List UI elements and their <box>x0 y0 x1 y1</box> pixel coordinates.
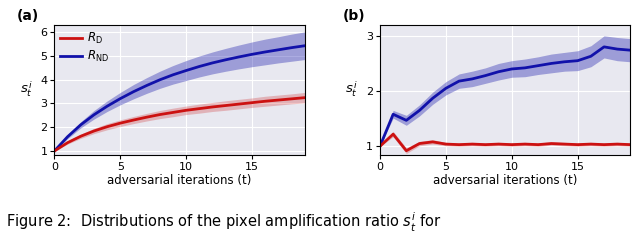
$R_{\mathrm{ND}}$ <box>481 74 489 77</box>
$R_{\mathrm{ND}}$ <box>156 78 164 81</box>
Line: $R_{\mathrm{ND}}$: $R_{\mathrm{ND}}$ <box>380 47 630 146</box>
Y-axis label: $s_t^{\,i}$: $s_t^{\,i}$ <box>20 80 33 99</box>
Line: $R_{\mathrm{D}}$: $R_{\mathrm{D}}$ <box>54 98 305 151</box>
$R_{\mathrm{ND}}$ <box>90 113 98 116</box>
$R_{\mathrm{D}}$ <box>143 116 150 119</box>
$R_{\mathrm{D}}$ <box>288 97 296 100</box>
$R_{\mathrm{D}}$ <box>90 130 98 132</box>
$R_{\mathrm{ND}}$ <box>508 67 516 70</box>
$R_{\mathrm{D}}$ <box>116 122 124 125</box>
$R_{\mathrm{ND}}$ <box>182 69 190 72</box>
Text: Figure 2:  Distributions of the pixel amplification ratio $s_t^i$ for: Figure 2: Distributions of the pixel amp… <box>6 211 442 234</box>
$R_{\mathrm{ND}}$ <box>547 62 555 65</box>
$R_{\mathrm{ND}}$ <box>248 53 256 56</box>
$R_{\mathrm{ND}}$ <box>442 87 450 90</box>
$R_{\mathrm{ND}}$ <box>103 105 111 108</box>
$R_{\mathrm{D}}$ <box>442 143 450 146</box>
$R_{\mathrm{D}}$ <box>468 143 476 146</box>
$R_{\mathrm{ND}}$ <box>288 46 296 49</box>
$R_{\mathrm{D}}$ <box>376 145 384 148</box>
$R_{\mathrm{D}}$ <box>547 142 555 145</box>
$R_{\mathrm{D}}$ <box>521 143 529 146</box>
$R_{\mathrm{D}}$ <box>403 149 410 152</box>
$R_{\mathrm{D}}$ <box>301 96 308 99</box>
$R_{\mathrm{ND}}$ <box>301 44 308 47</box>
$R_{\mathrm{D}}$ <box>508 143 516 146</box>
$R_{\mathrm{ND}}$ <box>587 55 595 58</box>
$R_{\mathrm{D}}$ <box>481 143 489 146</box>
$R_{\mathrm{ND}}$ <box>403 119 410 122</box>
$R_{\mathrm{D}}$ <box>77 135 84 138</box>
$R_{\mathrm{D}}$ <box>262 100 269 103</box>
$R_{\mathrm{ND}}$ <box>77 123 84 126</box>
$R_{\mathrm{D}}$ <box>389 133 397 135</box>
$R_{\mathrm{ND}}$ <box>468 77 476 80</box>
$R_{\mathrm{D}}$ <box>275 99 282 101</box>
$R_{\mathrm{D}}$ <box>169 111 177 114</box>
$R_{\mathrm{D}}$ <box>587 143 595 146</box>
$R_{\mathrm{ND}}$ <box>275 48 282 51</box>
$R_{\mathrm{D}}$ <box>248 101 256 104</box>
$R_{\mathrm{D}}$ <box>209 105 216 108</box>
Line: $R_{\mathrm{D}}$: $R_{\mathrm{D}}$ <box>380 134 630 151</box>
$R_{\mathrm{ND}}$ <box>116 97 124 100</box>
$R_{\mathrm{D}}$ <box>51 150 58 152</box>
$R_{\mathrm{ND}}$ <box>222 58 230 61</box>
$R_{\mathrm{ND}}$ <box>64 135 72 138</box>
$R_{\mathrm{D}}$ <box>196 107 204 110</box>
$R_{\mathrm{ND}}$ <box>627 49 634 52</box>
$R_{\mathrm{D}}$ <box>222 104 230 107</box>
$R_{\mathrm{ND}}$ <box>600 46 608 48</box>
$R_{\mathrm{D}}$ <box>182 109 190 112</box>
$R_{\mathrm{D}}$ <box>561 143 568 146</box>
$R_{\mathrm{ND}}$ <box>389 113 397 116</box>
$R_{\mathrm{ND}}$ <box>574 59 582 62</box>
X-axis label: adversarial iterations (t): adversarial iterations (t) <box>108 174 252 187</box>
$R_{\mathrm{ND}}$ <box>196 65 204 68</box>
$R_{\mathrm{ND}}$ <box>51 150 58 152</box>
$R_{\mathrm{ND}}$ <box>455 80 463 83</box>
$R_{\mathrm{ND}}$ <box>209 61 216 64</box>
$R_{\mathrm{ND}}$ <box>143 84 150 87</box>
$R_{\mathrm{ND}}$ <box>235 55 243 58</box>
$R_{\mathrm{D}}$ <box>455 143 463 146</box>
Y-axis label: $s_t^{\,i}$: $s_t^{\,i}$ <box>345 80 359 99</box>
$R_{\mathrm{ND}}$ <box>130 90 138 93</box>
$R_{\mathrm{D}}$ <box>429 140 436 143</box>
$R_{\mathrm{ND}}$ <box>429 97 436 100</box>
$R_{\mathrm{D}}$ <box>64 141 72 144</box>
$R_{\mathrm{D}}$ <box>235 103 243 105</box>
$R_{\mathrm{D}}$ <box>600 143 608 146</box>
$R_{\mathrm{ND}}$ <box>534 64 542 67</box>
$R_{\mathrm{ND}}$ <box>561 60 568 63</box>
Text: (b): (b) <box>342 9 365 24</box>
$R_{\mathrm{D}}$ <box>415 142 423 145</box>
$R_{\mathrm{D}}$ <box>103 125 111 128</box>
$R_{\mathrm{ND}}$ <box>376 145 384 148</box>
$R_{\mathrm{ND}}$ <box>169 73 177 76</box>
$R_{\mathrm{D}}$ <box>534 143 542 146</box>
Legend: $R_{\mathrm{D}}$, $R_{\mathrm{ND}}$: $R_{\mathrm{D}}$, $R_{\mathrm{ND}}$ <box>58 28 112 67</box>
Line: $R_{\mathrm{ND}}$: $R_{\mathrm{ND}}$ <box>54 46 305 151</box>
$R_{\mathrm{ND}}$ <box>262 51 269 53</box>
$R_{\mathrm{D}}$ <box>574 143 582 146</box>
$R_{\mathrm{ND}}$ <box>613 48 621 51</box>
$R_{\mathrm{ND}}$ <box>521 67 529 69</box>
$R_{\mathrm{D}}$ <box>156 113 164 116</box>
$R_{\mathrm{D}}$ <box>130 119 138 122</box>
$R_{\mathrm{ND}}$ <box>415 109 423 112</box>
$R_{\mathrm{ND}}$ <box>495 70 502 73</box>
Text: (a): (a) <box>17 9 39 24</box>
$R_{\mathrm{D}}$ <box>627 143 634 146</box>
X-axis label: adversarial iterations (t): adversarial iterations (t) <box>433 174 577 187</box>
$R_{\mathrm{D}}$ <box>495 143 502 146</box>
$R_{\mathrm{D}}$ <box>613 143 621 146</box>
